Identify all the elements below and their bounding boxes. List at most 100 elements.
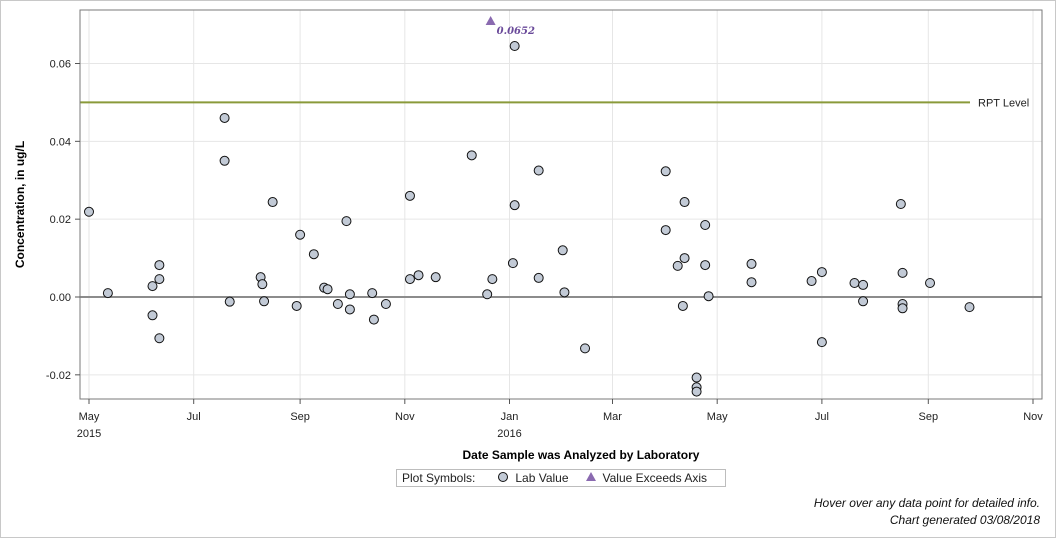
exceeds-axis-value-label: 0.0652 — [497, 26, 535, 37]
hover-hint: Hover over any data point for detailed i… — [813, 496, 1040, 510]
x-tick-label: May — [707, 411, 728, 423]
data-point — [84, 206, 94, 217]
data-point — [344, 289, 355, 300]
plot-area — [79, 9, 1043, 400]
data-point — [380, 299, 391, 310]
y-tick-label: 0.00 — [50, 292, 71, 304]
x-tick-label: Sep — [919, 411, 939, 423]
legend-item-lab-value: Lab Value — [515, 471, 569, 485]
data-point — [367, 288, 378, 299]
data-point — [466, 150, 477, 161]
data-point — [895, 198, 906, 209]
data-point — [154, 333, 165, 344]
x-tick-year-label: 2016 — [497, 428, 521, 440]
data-point — [679, 253, 690, 264]
data-point — [557, 245, 568, 256]
data-point — [806, 276, 817, 287]
data-point — [147, 310, 158, 321]
data-point — [925, 277, 936, 288]
data-point — [291, 300, 302, 311]
x-axis-title: Date Sample was Analyzed by Laboratory — [463, 448, 700, 462]
legend-title: Plot Symbols: — [402, 471, 476, 485]
data-point — [746, 277, 757, 288]
data-point — [332, 299, 343, 310]
x-tick-label: Nov — [395, 411, 415, 423]
y-tick-label: 0.06 — [50, 59, 71, 71]
legend-item-value-exceeds-axis: Value Exceeds Axis — [602, 471, 708, 485]
x-tick-label: May — [79, 411, 100, 423]
data-point — [257, 279, 268, 290]
data-point — [430, 272, 441, 283]
data-point — [368, 314, 379, 325]
legend: Plot Symbols: Lab Value Value Exceeds Ax… — [396, 469, 726, 487]
y-tick-label: 0.02 — [50, 214, 71, 226]
data-point — [858, 296, 869, 307]
data-point — [849, 277, 860, 288]
data-point — [580, 343, 591, 354]
data-point — [344, 304, 355, 315]
data-point — [154, 274, 165, 285]
data-point — [322, 284, 333, 295]
data-point — [341, 216, 352, 227]
x-tick-label: Jan — [501, 411, 519, 423]
data-point — [964, 302, 975, 313]
data-point — [700, 220, 711, 231]
data-point — [154, 260, 165, 271]
data-point — [858, 279, 869, 290]
data-point — [308, 249, 319, 260]
data-point — [147, 281, 158, 292]
x-tick-label: Sep — [290, 411, 310, 423]
x-tick-label: Jul — [187, 411, 201, 423]
data-point — [482, 289, 493, 300]
data-point — [224, 296, 235, 307]
x-tick-label: Mar — [603, 411, 622, 423]
data-point — [677, 300, 688, 311]
data-point — [660, 225, 671, 236]
data-point — [746, 258, 757, 269]
data-point — [295, 229, 306, 240]
data-point — [404, 274, 415, 285]
data-point — [509, 200, 520, 211]
rpt-level-label: RPT Level — [978, 97, 1029, 109]
data-point — [660, 166, 671, 177]
data-point — [102, 288, 113, 299]
data-point — [672, 260, 683, 271]
data-point — [691, 386, 702, 397]
gridlines — [80, 10, 1042, 399]
data-point — [679, 197, 690, 208]
y-tick-label: -0.02 — [46, 370, 71, 382]
data-point — [559, 287, 570, 298]
data-point — [691, 372, 702, 383]
data-point — [404, 190, 415, 201]
chart-generated-date: Chart generated 03/08/2018 — [889, 513, 1040, 527]
data-point — [816, 337, 827, 348]
x-tick-year-label: 2015 — [77, 428, 101, 440]
data-point — [259, 296, 270, 307]
data-point — [703, 291, 714, 302]
data-points: 0.0652 — [84, 16, 975, 397]
x-axis: May 2015 Jul Sep Nov Jan 2016 Mar May Jul Sep Nov — [77, 399, 1043, 440]
y-axis: -0.02 0.00 0.02 0.04 0.06 — [46, 59, 80, 382]
data-point — [413, 270, 424, 281]
x-tick-label: Jul — [815, 411, 829, 423]
y-tick-label: 0.04 — [50, 136, 71, 148]
data-point — [487, 274, 498, 285]
x-tick-label: Nov — [1023, 411, 1043, 423]
data-point — [219, 112, 230, 123]
data-point — [897, 267, 908, 278]
y-axis-title: Concentration, in ug/L — [13, 141, 27, 268]
data-point — [509, 40, 520, 51]
data-point — [897, 303, 908, 314]
data-point — [700, 260, 711, 271]
data-point — [219, 155, 230, 166]
data-point — [507, 258, 518, 269]
reference-lines: RPT Level — [80, 97, 1042, 298]
legend-triangle-icon — [585, 471, 597, 486]
data-point — [533, 165, 544, 176]
data-point — [816, 267, 827, 278]
data-point — [267, 197, 278, 208]
exceeds-axis-point — [485, 16, 496, 25]
data-point — [533, 272, 544, 283]
